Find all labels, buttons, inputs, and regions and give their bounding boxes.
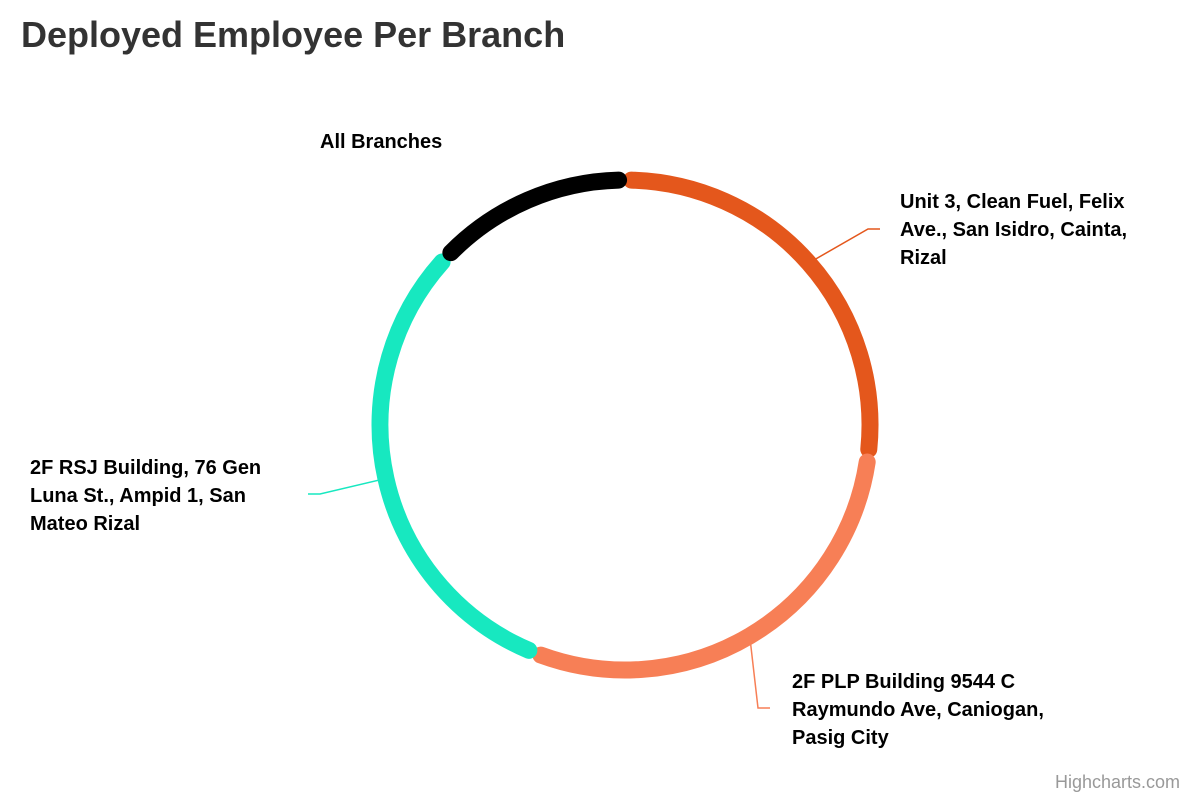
data-label-all-branches: All Branches [320,131,443,153]
connector-lines [308,228,880,709]
slice-all-branches[interactable] [442,171,628,262]
highcharts-credits-link[interactable]: Highcharts.com [1054,772,1180,792]
data-label-unit-3-clean-fuel: Unit 3, Clean Fuel, Felix Ave., San Isid… [900,191,1128,269]
slice-unit-3-clean-fuel[interactable] [622,171,879,458]
slice-2f-plp-building[interactable] [532,453,876,679]
data-label-2f-plp-building: 2F PLP Building 9544 C Raymundo Ave, Can… [792,671,1044,749]
connector-line [308,477,387,495]
connector-line [748,635,770,709]
chart-title: Deployed Employee Per Branch [21,14,566,55]
connector-line [808,228,880,264]
donut-arcs [371,171,879,679]
data-label-2f-rsj-building: 2F RSJ Building, 76 Gen Luna St., Ampid … [30,457,262,535]
slice-2f-rsj-building[interactable] [371,253,538,659]
